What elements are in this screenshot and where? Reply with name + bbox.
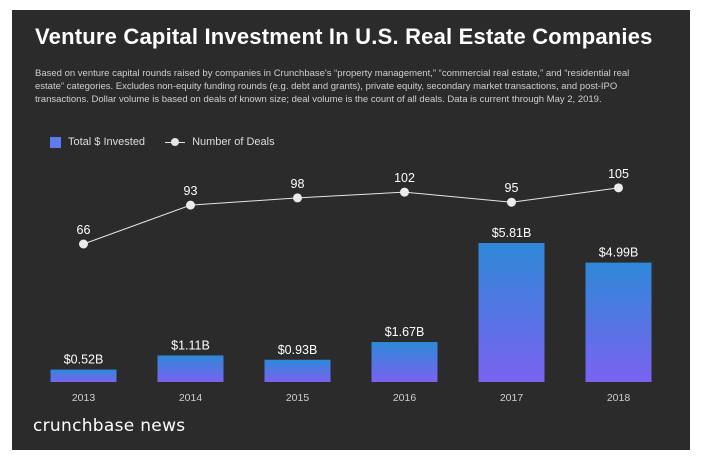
bar-label-2015: $0.93B xyxy=(278,343,318,357)
bar-label-2018: $4.99B xyxy=(599,246,639,260)
chart-card: Venture Capital Investment In U.S. Real … xyxy=(12,10,690,450)
legend-label-deals: Number of Deals xyxy=(192,136,275,148)
x-tick-2013: 2013 xyxy=(72,392,96,404)
line-layer xyxy=(79,183,623,249)
bar-label-2013: $0.52B xyxy=(64,353,104,367)
deal-label-2015: 98 xyxy=(291,177,305,191)
bar-2014 xyxy=(157,355,224,382)
chart-description: Based on venture capital rounds raised b… xyxy=(35,68,630,105)
deal-point-2014 xyxy=(186,200,195,210)
combo-chart: $0.52B 2013 $1.11B 2014 $0.93B 2015 $1.67B 2016… xyxy=(50,167,652,404)
deal-point-2018 xyxy=(614,183,623,193)
deal-label-2013: 66 xyxy=(77,223,91,237)
deal-point-2015 xyxy=(293,193,302,203)
x-tick-2016: 2016 xyxy=(393,392,417,404)
bar-2015 xyxy=(264,359,331,382)
bar-label-2017: $5.81B xyxy=(492,226,532,240)
x-tick-2014: 2014 xyxy=(179,392,203,404)
x-tick-2017: 2017 xyxy=(500,392,524,404)
legend: Total $ Invested Number of Deals xyxy=(50,136,295,148)
deal-point-2013 xyxy=(79,239,88,249)
bar-label-2014: $1.11B xyxy=(171,338,210,352)
deal-label-2018: 105 xyxy=(608,167,629,181)
chart-title: Venture Capital Investment In U.S. Real … xyxy=(35,24,653,49)
x-tick-2015: 2015 xyxy=(286,392,310,404)
labels-layer: $0.52B 2013 $1.11B 2014 $0.93B 2015 $1.67B 2016… xyxy=(64,167,639,404)
bars-layer xyxy=(50,243,652,382)
legend-label-invested: Total $ Invested xyxy=(68,136,146,148)
bar-label-2016: $1.67B xyxy=(385,325,425,339)
x-tick-2018: 2018 xyxy=(607,392,631,404)
deal-label-2014: 93 xyxy=(184,184,198,198)
bar-2018 xyxy=(585,262,652,382)
bar-2017 xyxy=(478,243,545,382)
deals-line xyxy=(83,187,619,245)
deal-label-2017: 95 xyxy=(505,181,519,195)
legend-line-swatch xyxy=(165,137,186,147)
crunchbase-news-logo: crunchbase news xyxy=(33,416,186,436)
legend-item-invested: Total $ Invested xyxy=(50,136,145,148)
deal-label-2016: 102 xyxy=(394,171,415,185)
deal-point-2017 xyxy=(507,197,516,207)
bar-2013 xyxy=(50,369,117,382)
bar-2016 xyxy=(371,342,438,382)
legend-item-deals: Number of Deals xyxy=(165,136,275,148)
deal-point-2016 xyxy=(400,187,409,197)
legend-bar-swatch xyxy=(50,136,61,148)
